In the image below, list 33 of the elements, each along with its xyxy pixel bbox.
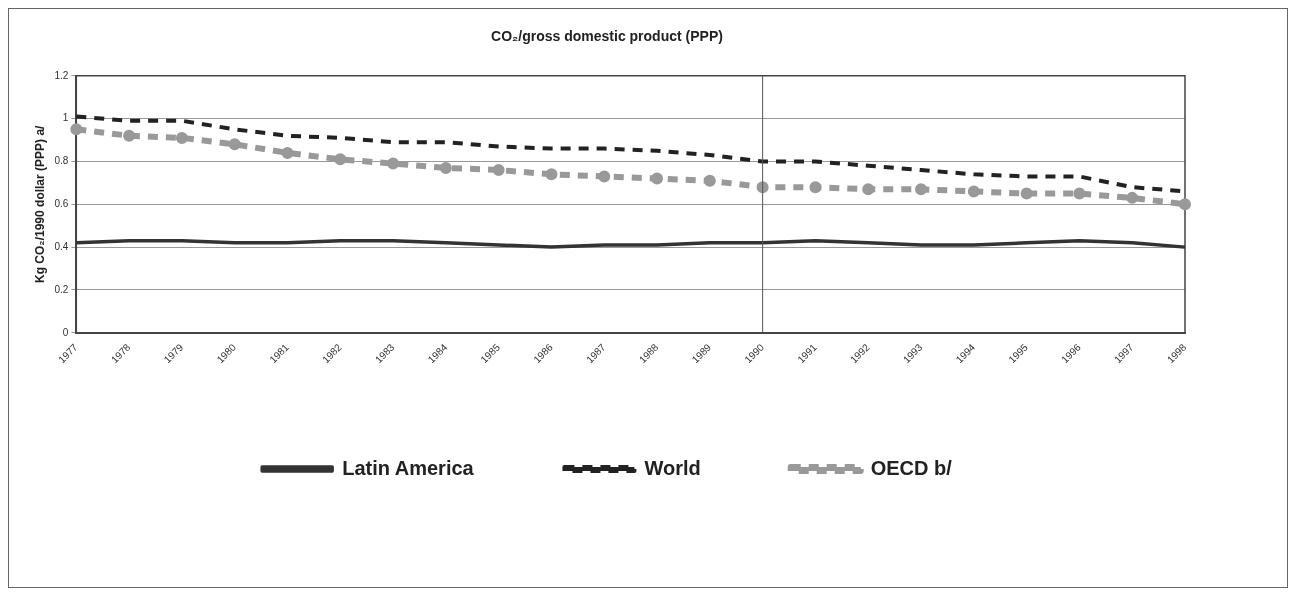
point [545,168,558,181]
point [1126,191,1139,204]
y-tick-label: 0.4 [54,240,69,252]
point [703,174,716,187]
point [175,131,188,144]
point [967,185,980,198]
point [387,157,400,170]
point [1020,187,1033,200]
point [915,183,928,196]
chart-title: CO₂/gross domestic product (PPP) [491,28,723,45]
legend-label: Latin America [342,456,475,479]
point [123,129,136,142]
point [1073,187,1086,200]
point [598,170,611,183]
y-tick-label: 0.6 [54,198,69,210]
point [334,153,347,166]
point [1179,198,1191,211]
point [809,181,822,194]
y-tick-label: 1 [62,112,69,124]
y-tick-label: 0.8 [54,155,69,167]
point [651,172,664,185]
point [439,161,452,174]
point [70,123,83,136]
point [281,146,294,159]
y-tick-label: 1.2 [54,69,69,81]
point [228,138,241,151]
y-tick-label: 0 [62,326,69,338]
point [862,183,875,196]
legend-label: World [644,456,701,479]
y-axis-title: Kg CO₂/1990 dollar (PPP) a/ [32,124,47,283]
legend-label: OECD b/ [870,456,953,479]
point [492,164,505,177]
y-tick-label: 0.2 [54,283,69,295]
